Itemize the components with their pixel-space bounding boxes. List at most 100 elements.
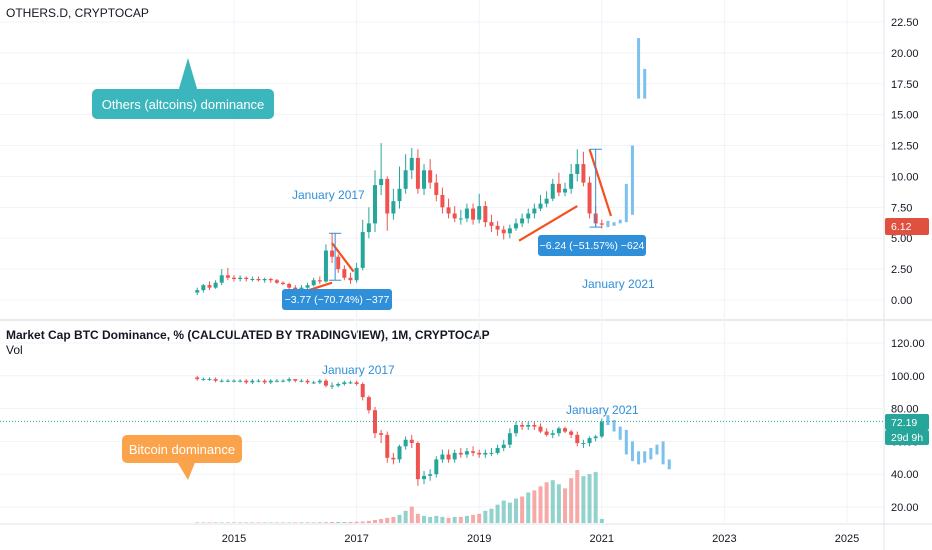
btc-candle[interactable] <box>287 379 292 381</box>
btc-candle[interactable] <box>495 447 500 453</box>
btc-candle[interactable] <box>385 434 390 458</box>
others-candle[interactable] <box>471 208 476 220</box>
btc-candle[interactable] <box>563 428 568 432</box>
others-candle[interactable] <box>232 277 236 279</box>
others-candle[interactable] <box>274 280 279 283</box>
others-candle[interactable] <box>366 223 371 233</box>
others-candle[interactable] <box>244 277 249 279</box>
btc-candle[interactable] <box>360 384 365 398</box>
others-candle[interactable] <box>397 188 402 202</box>
others-candle[interactable] <box>477 206 482 220</box>
btc-candle[interactable] <box>348 382 353 384</box>
btc-candle[interactable] <box>471 451 476 453</box>
btc-candle[interactable] <box>238 380 243 382</box>
btc-candle[interactable] <box>342 382 347 384</box>
btc-candle[interactable] <box>415 443 420 480</box>
btc-candle[interactable] <box>372 410 377 434</box>
btc-candle[interactable] <box>244 380 249 383</box>
btc-candle[interactable] <box>526 425 531 427</box>
btc-candle[interactable] <box>464 451 469 455</box>
btc-candle[interactable] <box>520 425 525 427</box>
btc-candle[interactable] <box>311 382 316 384</box>
btc-candle[interactable] <box>281 380 286 382</box>
btc-candle[interactable] <box>354 382 359 384</box>
btc-candle[interactable] <box>403 439 408 447</box>
others-candle[interactable] <box>458 218 463 220</box>
others-candle[interactable] <box>281 282 286 284</box>
btc-candle[interactable] <box>262 380 267 383</box>
btc-candle[interactable] <box>317 380 322 383</box>
others-candle[interactable] <box>532 208 537 214</box>
btc-candle[interactable] <box>434 459 439 475</box>
btc-candle[interactable] <box>232 380 236 382</box>
others-candle[interactable] <box>483 206 488 223</box>
btc-candle[interactable] <box>397 446 402 460</box>
btc-candle[interactable] <box>556 428 561 434</box>
others-candle[interactable] <box>250 278 255 280</box>
others-candle[interactable] <box>464 208 469 219</box>
others-candle[interactable] <box>507 228 512 234</box>
others-candle[interactable] <box>428 170 433 183</box>
btc-candle[interactable] <box>207 379 212 381</box>
others-candle[interactable] <box>422 170 427 189</box>
others-candle[interactable] <box>489 222 494 226</box>
btc-candle[interactable] <box>201 379 206 381</box>
others-candle[interactable] <box>434 182 439 195</box>
btc-candle[interactable] <box>507 433 512 445</box>
btc-candle[interactable] <box>422 475 427 480</box>
others-candle[interactable] <box>219 275 224 283</box>
others-candle[interactable] <box>581 164 586 183</box>
btc-candle[interactable] <box>483 452 488 455</box>
btc-candle[interactable] <box>501 444 506 448</box>
btc-candle[interactable] <box>544 431 549 435</box>
others-candle[interactable] <box>538 203 543 209</box>
others-candle[interactable] <box>550 183 555 199</box>
btc-candle[interactable] <box>379 433 384 435</box>
btc-candle[interactable] <box>293 379 298 381</box>
btc-candle[interactable] <box>593 436 598 439</box>
others-candle[interactable] <box>213 282 218 288</box>
others-candle[interactable] <box>415 157 420 189</box>
others-candle[interactable] <box>336 256 341 270</box>
btc-candle[interactable] <box>477 452 482 455</box>
others-candle[interactable] <box>403 170 408 189</box>
btc-candle[interactable] <box>538 426 543 432</box>
others-candle[interactable] <box>409 157 414 171</box>
btc-candle[interactable] <box>409 439 414 444</box>
measure-box-2017[interactable]: −3.77 (−70.74%) −377 <box>282 289 392 310</box>
others-candle[interactable] <box>520 218 525 224</box>
btc-candle[interactable] <box>330 385 335 387</box>
others-candle[interactable] <box>446 207 451 214</box>
others-candle[interactable] <box>348 277 353 281</box>
btc-candle[interactable] <box>305 380 310 383</box>
btc-candle[interactable] <box>256 380 261 382</box>
others-candle[interactable] <box>268 278 273 281</box>
btc-candle[interactable] <box>446 454 451 460</box>
others-candle[interactable] <box>513 223 518 229</box>
others-candle[interactable] <box>360 232 365 268</box>
others-candle[interactable] <box>354 267 359 281</box>
btc-candle[interactable] <box>219 380 224 382</box>
others-candle[interactable] <box>256 278 261 281</box>
others-candle[interactable] <box>556 183 561 193</box>
others-candle[interactable] <box>201 285 206 291</box>
btc-candle[interactable] <box>532 425 537 427</box>
btc-candle[interactable] <box>569 431 574 435</box>
others-candle[interactable] <box>385 178 390 214</box>
btc-candle[interactable] <box>550 433 555 435</box>
others-candle[interactable] <box>495 225 500 230</box>
others-candle[interactable] <box>305 285 310 288</box>
btc-candle[interactable] <box>489 452 494 454</box>
others-candle[interactable] <box>563 188 568 193</box>
btc-candle[interactable] <box>268 380 273 383</box>
btc-candle[interactable] <box>458 452 463 455</box>
others-candle[interactable] <box>372 185 377 224</box>
others-candle[interactable] <box>311 280 316 286</box>
btc-candle[interactable] <box>452 452 457 460</box>
btc-candle[interactable] <box>323 380 328 386</box>
btc-candle[interactable] <box>599 421 604 437</box>
others-candle[interactable] <box>317 280 322 282</box>
btc-candle[interactable] <box>299 380 304 382</box>
btc-candle[interactable] <box>440 454 445 460</box>
